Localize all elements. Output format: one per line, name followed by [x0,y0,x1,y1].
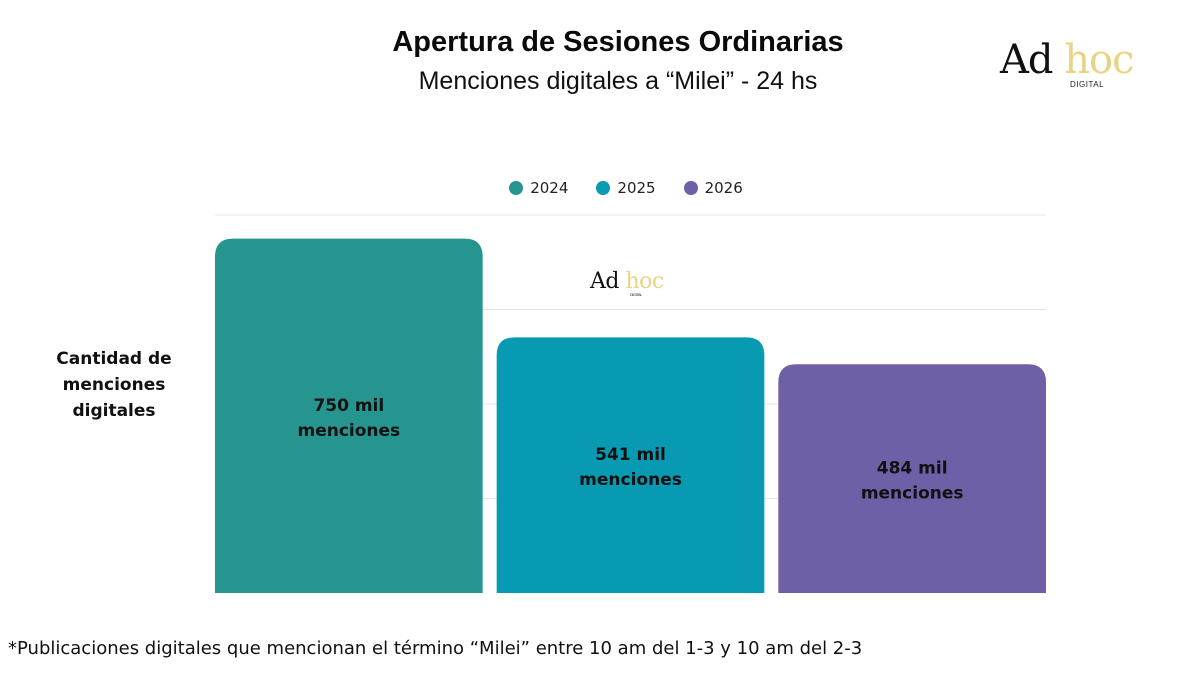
legend-item-2026: 2026 [683,179,743,197]
bar-label-line: 750 mil [313,396,384,416]
adhoc-logo: Ad hoc DIGITAL [1000,37,1134,89]
adhoc-watermark-logo: Ad hoc DIGITAL [590,269,664,297]
legend-swatch-2026 [683,181,698,195]
chart-title: Apertura de Sesiones Ordinarias [392,26,844,58]
bar-label-line: menciones [579,470,682,490]
legend-label-2026: 2026 [704,179,743,197]
bar-2024 [215,238,483,593]
bar-label-2025: 541 mil menciones [579,445,682,490]
chart-legend: 2024 2025 2026 [0,179,1200,197]
logo-ad-text: Ad [1000,37,1053,83]
footnote: *Publicaciones digitales que mencionan e… [8,638,863,659]
bar-label-2024: 750 mil menciones [297,396,400,441]
legend-swatch-2024 [509,181,524,195]
bar-label-line: menciones [861,484,964,504]
y-axis-label: Cantidad de menciones digitales [56,349,172,421]
legend-label-2025: 2025 [617,179,656,197]
chart-subtitle: Menciones digitales a “Milei” - 24 hs [418,67,818,95]
bar-2025 [496,337,765,593]
bar-label-line: 541 mil [595,445,666,465]
watermark-hoc-text: hoc [625,269,664,294]
legend-swatch-2025 [596,181,611,195]
legend-label-2024: 2024 [530,179,569,197]
watermark-digital-text: DIGITAL [630,292,642,297]
logo-digital-text: DIGITAL [1070,80,1105,89]
legend-item-2025: 2025 [596,179,656,197]
watermark-ad-text: Ad [590,269,619,294]
bar-label-line: 484 mil [877,459,948,479]
bar-label-2026: 484 mil menciones [861,459,964,504]
legend-item-2024: 2024 [509,179,568,197]
bar-label-line: menciones [297,421,400,441]
bar-2026 [778,364,1046,593]
logo-hoc-text: hoc [1064,37,1134,83]
